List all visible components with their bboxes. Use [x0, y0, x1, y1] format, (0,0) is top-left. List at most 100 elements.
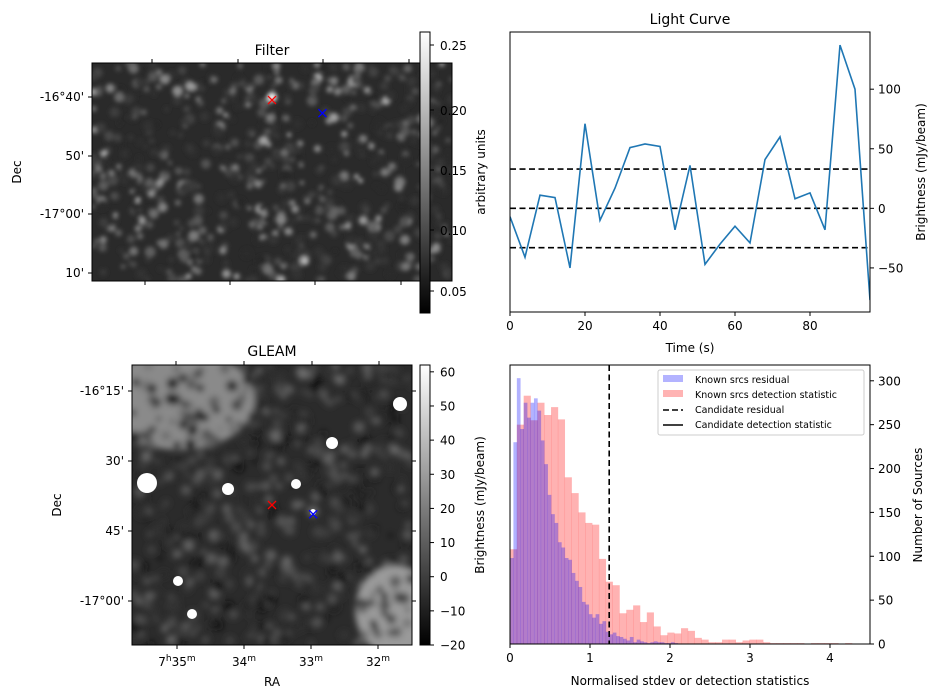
filter-texture-blob [147, 189, 156, 198]
filter-texture-blob [276, 275, 286, 281]
gleam-texture-blob [178, 566, 188, 577]
filter-texture-blob [213, 125, 224, 137]
gleam-texture-blob [147, 531, 153, 537]
filter-frame [91, 62, 453, 282]
legend-label: Candidate residual [695, 405, 784, 416]
filter-texture-blob [129, 246, 139, 256]
filter-texture-blob [431, 205, 440, 215]
filter-texture-blob [289, 157, 295, 163]
filter-texture-blob [399, 219, 408, 228]
gleam-texture-blob [194, 533, 200, 539]
gleam-texture-blob [316, 602, 325, 611]
filter-texture-blob [346, 236, 356, 246]
gleam-texture-blob [166, 534, 171, 539]
filter-texture-blob [156, 69, 163, 76]
filter-texture-blob [434, 232, 441, 240]
gleam-texture-blob [183, 584, 192, 593]
filter-texture-blob [358, 215, 368, 225]
gleam-texture-blob [298, 628, 303, 633]
filter-texture-blob [342, 179, 353, 190]
filter-texture-blob [314, 77, 320, 83]
gleam-texture-blob [371, 525, 378, 532]
filter-texture-blob [406, 252, 415, 262]
gleam-texture-blob [378, 389, 390, 400]
gleam-texture-blob [373, 395, 379, 400]
filter-texture-blob [134, 225, 142, 232]
histogram-bars [510, 378, 853, 644]
gleam-texture-blob [253, 426, 263, 436]
histogram-bar [513, 442, 518, 644]
filter-texture-blob [229, 95, 237, 103]
gleam-texture-blob [141, 494, 150, 502]
histogram-bar [622, 638, 627, 644]
gleam-texture-blob [256, 622, 264, 630]
filter-texture-blob [308, 191, 316, 199]
filter-texture-blob [178, 182, 190, 194]
filter-texture-blob [247, 275, 258, 281]
gleam-texture-blob [162, 622, 169, 629]
y-tick-label: 0 [878, 638, 886, 652]
filter-texture-blob [377, 245, 387, 254]
gleam-texture-blob [360, 450, 369, 458]
filter-texture-blob [212, 146, 221, 155]
gleam-texture-blob [142, 379, 151, 388]
histogram-bar [537, 402, 545, 644]
filter-texture-blob [189, 252, 197, 260]
gleam-texture-blob [363, 371, 372, 380]
filter-texture-blob [370, 159, 377, 166]
gleam-texture-blob [250, 373, 257, 380]
filter-texture-blob [213, 123, 219, 129]
gleam-cbar-tick-label: 60 [440, 365, 455, 379]
filter-texture-blob [167, 273, 178, 281]
filter-texture-blob [259, 264, 265, 270]
filter-texture-blob [144, 78, 151, 85]
gleam-texture-blob [232, 454, 239, 461]
gleam-texture-blob [239, 531, 248, 541]
histogram-bar [585, 604, 590, 644]
gleam-texture-blob [254, 399, 267, 411]
filter-texture-blob [435, 219, 442, 226]
filter-texture-blob [326, 144, 337, 154]
filter-texture-blob [268, 122, 279, 132]
gleam-texture-blob [300, 415, 312, 427]
filter-texture-blob [250, 83, 256, 89]
filter-texture-blob [351, 90, 357, 95]
gleam-texture-blob [158, 569, 169, 580]
gleam-texture-blob [298, 594, 310, 606]
gleam-point-source [291, 479, 301, 489]
filter-texture-blob [330, 76, 339, 85]
light-curve-title: Light Curve [650, 12, 731, 28]
filter-texture-blob [341, 84, 352, 95]
gleam-texture-blob [196, 451, 204, 458]
gleam-texture-blob [365, 567, 375, 577]
gleam-texture-blob [242, 600, 252, 611]
histogram-bar [557, 419, 566, 644]
gleam-ytick-label: 45' [105, 524, 124, 538]
filter-texture-blob [405, 98, 413, 107]
gleam-texture-blob [295, 436, 302, 444]
filter-texture-blob [259, 97, 271, 109]
gleam-texture-blob [257, 635, 263, 640]
filter-texture-blob [272, 110, 283, 121]
gleam-texture-blob [300, 572, 310, 582]
gleam-texture-blob [256, 552, 262, 558]
gleam-texture-blob [179, 625, 184, 630]
filter-texture-blob [145, 220, 154, 229]
filter-texture-blob [261, 179, 266, 184]
gleam-point-source [393, 397, 407, 411]
filter-texture-blob [400, 104, 408, 112]
filter-texture-blob [369, 107, 376, 114]
x-tick-label: 0 [506, 319, 514, 333]
filter-texture-blob [187, 89, 194, 96]
filter-texture-blob [229, 116, 236, 123]
gleam-xtick-label: 7h35m [158, 654, 195, 669]
filter-texture-blob [166, 234, 175, 242]
gleam-texture-blob [325, 482, 332, 489]
gleam-texture-blob [354, 562, 364, 571]
histogram-bar [633, 642, 637, 644]
filter-texture-blob [169, 165, 176, 172]
gleam-texture-blob [365, 557, 372, 565]
x-tick-label: 1 [586, 651, 594, 665]
gleam-texture-blob [178, 460, 189, 472]
filter-texture-blob [98, 217, 109, 228]
